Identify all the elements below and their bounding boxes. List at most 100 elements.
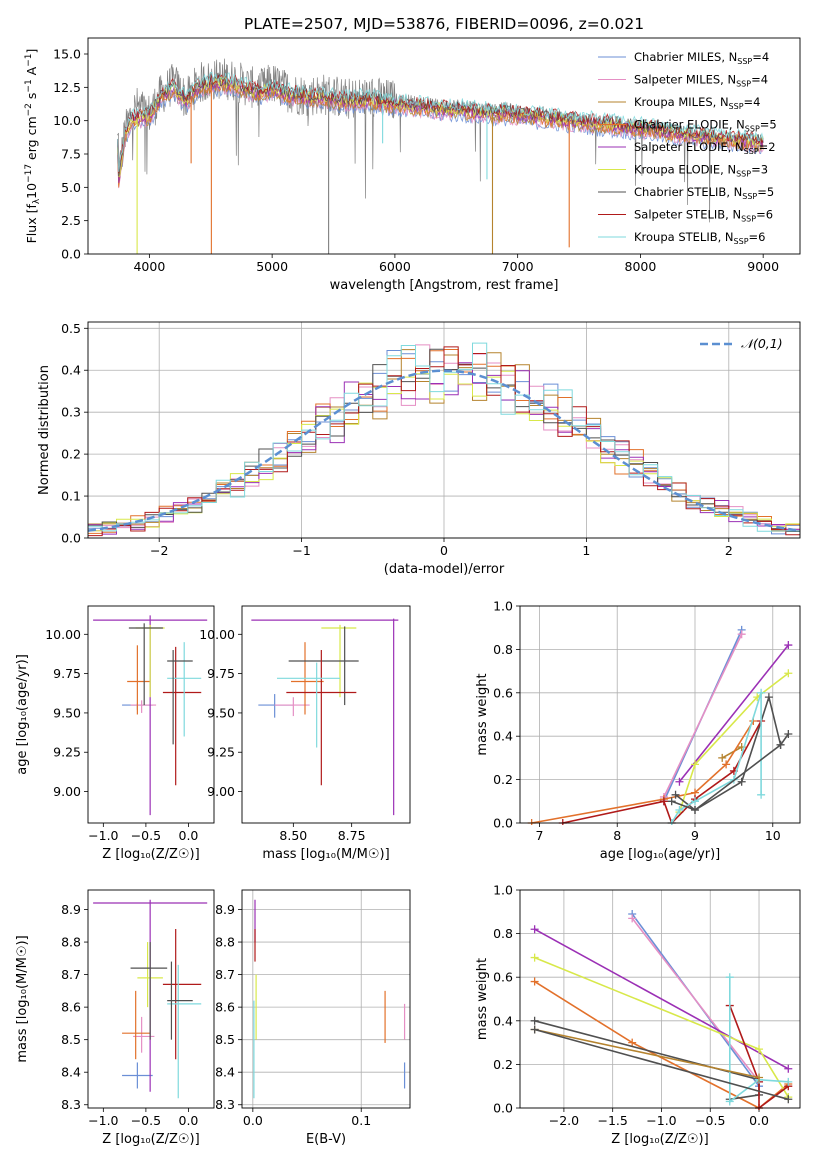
plus-marker [659, 797, 668, 806]
x-tick-label: −1.0 [88, 1113, 118, 1128]
y-tick-label: 10.0 [53, 113, 81, 128]
x-tick-label: 8000 [625, 259, 657, 274]
spectrum-legend: Chabrier MILES, NSSP=4 Salpeter MILES, NS… [598, 50, 777, 246]
y-tick-label: 9.25 [207, 745, 235, 760]
x-tick-label: −2 [150, 543, 168, 558]
y-tick-label: 0.4 [493, 729, 513, 744]
chart-residuals: −2 −1 0 1 2 0.0 0.1 0.2 0.3 0.4 0.5 (data-model)/er… [37, 321, 801, 577]
plus-marker [671, 790, 680, 799]
y-tick-label: 0.2 [61, 447, 81, 462]
mass-weight-line [678, 672, 789, 813]
mass-weight-line [678, 644, 789, 783]
x-tick-label: −0.5 [131, 828, 161, 843]
plus-marker [737, 777, 746, 786]
plus-marker [725, 973, 734, 982]
x-tick-label: 6000 [379, 259, 411, 274]
chart-mass-vs-Z: −1.0 −0.5 0.0 8.3 8.4 8.5 8.6 8.7 8.8 8.9 Z [log₁₀… [15, 889, 215, 1147]
x-axis-label: Z [log₁₀(Z/Z☉)] [611, 1132, 708, 1147]
y-tick-label: 0.6 [493, 970, 513, 985]
y-tick-label: 0.4 [61, 363, 81, 378]
y-axis-label: Flux [fλ10−17 erg cm−2 s−1 A−1] [24, 49, 42, 244]
x-tick-label: 7 [535, 828, 543, 843]
y-tick-label: 12.5 [53, 80, 81, 95]
y-axis-label: mass weight [475, 673, 490, 755]
age-vs-Z-plot-area [93, 615, 208, 816]
y-tick-label: 8.6 [215, 1000, 235, 1015]
model-spectrum-line [117, 71, 764, 172]
plus-marker [755, 1045, 764, 1054]
y-tick-label: 9.50 [53, 705, 81, 720]
x-axis-label: age [log₁₀(age/yr)] [600, 847, 721, 862]
y-tick-label: 8.9 [61, 902, 81, 917]
plus-marker [755, 1073, 764, 1082]
plus-marker [784, 641, 793, 650]
mass-vs-EBV-plot-area [253, 899, 406, 1099]
y-tick-label: 1.0 [493, 883, 513, 898]
plus-marker [776, 740, 785, 749]
plus-marker [691, 805, 699, 814]
y-tick-label: 8.5 [215, 1032, 235, 1047]
y-tick-label: 9.75 [53, 666, 81, 681]
y-tick-label: 8.8 [61, 935, 81, 950]
mass-weight-line [534, 1028, 760, 1079]
x-tick-label: 5000 [256, 259, 288, 274]
mass-weight-line [671, 733, 789, 811]
x-tick-label: 0 [440, 543, 448, 558]
axes-frame [87, 37, 801, 255]
plus-marker [757, 688, 766, 697]
axes-frame [241, 889, 411, 1109]
y-tick-label: 8.8 [215, 935, 235, 950]
legend-entry: Salpeter STELIB, NSSP=6 [634, 208, 773, 224]
y-tick-label: 8.7 [61, 967, 81, 982]
mass-vs-Z-plot-area [93, 899, 208, 1099]
plus-marker [530, 953, 539, 962]
y-tick-label: 10.00 [199, 627, 235, 642]
plus-marker [530, 1025, 539, 1034]
axes-frame [519, 605, 801, 824]
x-tick-label: 10 [765, 828, 781, 843]
residual-histogram [88, 346, 800, 538]
plus-marker [784, 1064, 793, 1073]
y-tick-label: 8.3 [215, 1097, 235, 1112]
y-tick-label: 0.1 [61, 489, 81, 504]
y-tick-label: 9.25 [53, 745, 81, 760]
y-tick-label: 8.4 [61, 1065, 81, 1080]
x-tick-label: −0.5 [695, 1113, 725, 1128]
mass-weight-vs-age-plot-area [527, 625, 793, 825]
y-tick-label: 0.2 [493, 1057, 513, 1072]
y-axis-label: Normed distribution [37, 365, 52, 495]
x-tick-label: −1.0 [88, 828, 118, 843]
plus-marker [530, 977, 539, 986]
y-tick-label: 0.4 [493, 1013, 513, 1028]
gaussian-reference-curve [88, 369, 800, 532]
mass-weight-line [534, 928, 789, 1070]
legend-entry: Salpeter MILES, NSSP=4 [634, 73, 768, 89]
age-vs-mass-plot-area [251, 618, 399, 816]
plus-marker [530, 1016, 539, 1025]
y-tick-label: 8.7 [215, 967, 235, 982]
y-tick-label: 0.5 [61, 321, 81, 336]
legend-entry: Chabrier STELIB, NSSP=5 [634, 185, 774, 201]
y-axis-label: mass [log₁₀(M/M☉)] [15, 935, 30, 1062]
chart-spectrum: 4000 5000 6000 7000 8000 9000 0.0 2.5 5.0 7.5 10.0… [24, 37, 801, 293]
x-tick-label: −2.0 [549, 1113, 579, 1128]
plus-marker [628, 1038, 637, 1047]
plus-marker [628, 914, 637, 923]
legend-entry: Kroupa ELODIE, NSSP=3 [634, 163, 768, 179]
y-tick-label: 7.5 [61, 147, 81, 162]
y-tick-label: 9.00 [53, 784, 81, 799]
x-tick-label: −1.0 [646, 1113, 676, 1128]
plus-marker [764, 693, 773, 702]
plus-marker [667, 797, 676, 806]
axes-frame [87, 321, 801, 539]
x-tick-label: 4000 [133, 259, 165, 274]
y-tick-label: 0.0 [493, 816, 513, 831]
legend-entry: Kroupa STELIB, NSSP=6 [634, 230, 765, 246]
y-axis-label: age [log₁₀(age/yr)] [15, 654, 30, 775]
y-tick-label: 0.8 [493, 926, 513, 941]
y-tick-label: 0.0 [493, 1101, 513, 1116]
legend-entry: Chabrier MILES, NSSP=4 [634, 50, 769, 66]
x-tick-label: 7000 [502, 259, 534, 274]
mass-weight-line [534, 1028, 789, 1101]
